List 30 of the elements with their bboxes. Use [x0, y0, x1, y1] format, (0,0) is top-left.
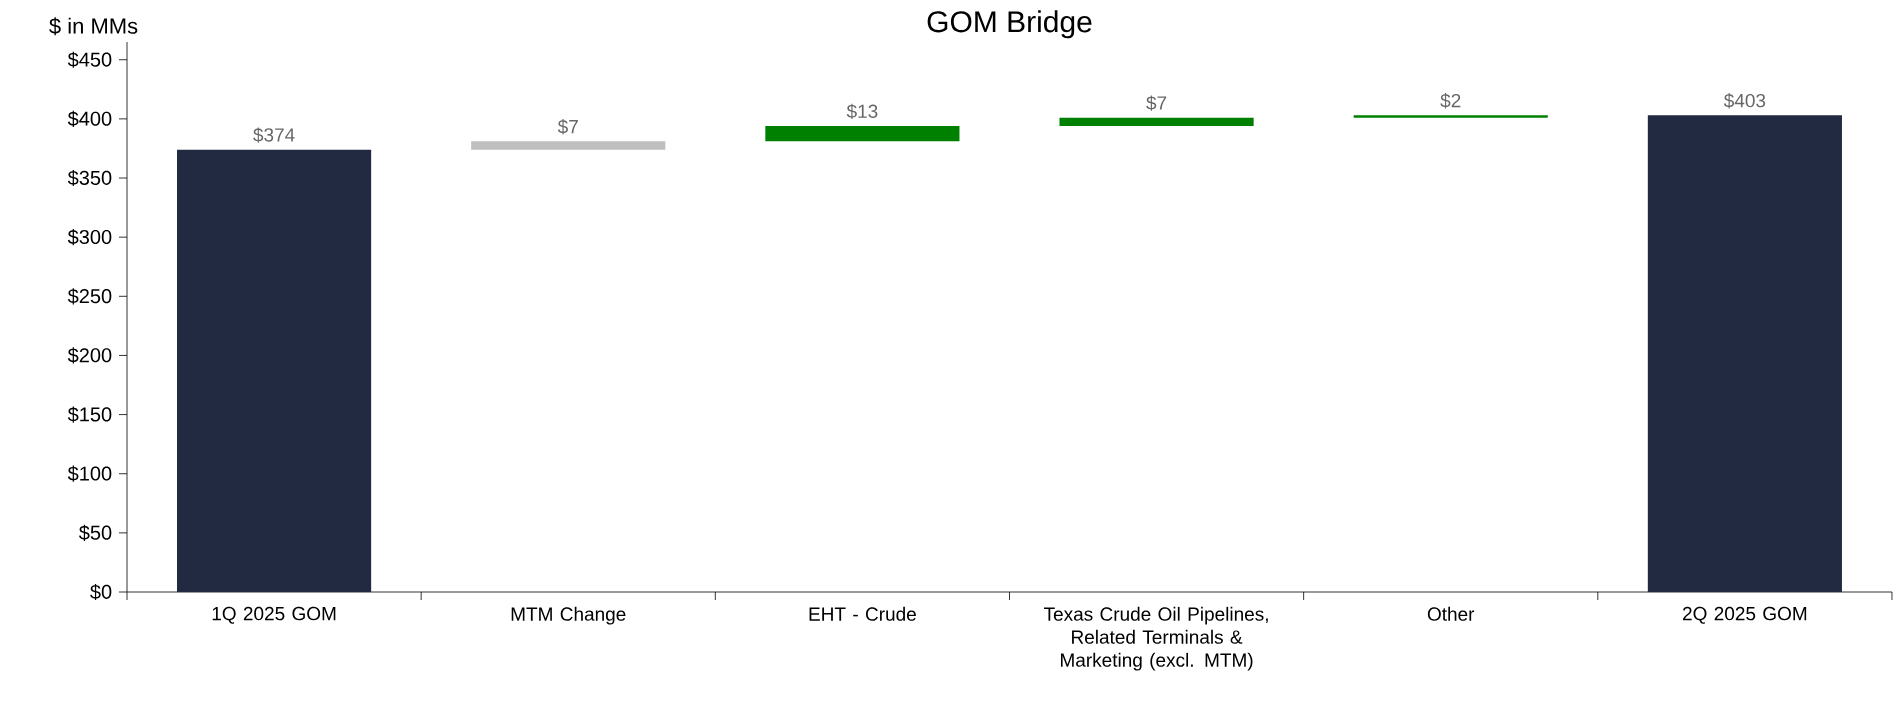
x-tick-label: MTM Change	[511, 606, 626, 625]
x-tick-label: 1Q 2025 GOM	[212, 606, 336, 624]
x-tick-label: 2Q 2025 GOM	[1683, 606, 1807, 624]
data-label: $7	[1146, 95, 1167, 111]
bar	[1647, 115, 1842, 592]
y-tick-label: $150	[67, 406, 112, 423]
data-label: $13	[846, 103, 878, 120]
y-tick-label: $300	[67, 229, 112, 246]
y-axis-title: $ in MMs	[49, 17, 138, 36]
data-label: $374	[253, 127, 295, 143]
y-tick-label: $100	[67, 465, 112, 482]
y-tick-label: $450	[67, 51, 112, 68]
chart-title: GOM Bridge	[927, 10, 1092, 39]
bar	[1059, 117, 1254, 126]
bar	[471, 141, 666, 150]
y-tick-label: $250	[67, 288, 112, 305]
bar	[1353, 115, 1548, 118]
x-tick-label: Other	[1427, 606, 1475, 621]
y-tick-label: $0	[90, 583, 112, 601]
bar	[177, 149, 372, 592]
x-tick-label: Texas Crude Oil Pipelines, Related Terminals & Marketing (excl. MTM)	[1044, 606, 1268, 671]
data-label: $2	[1440, 93, 1461, 109]
x-tick-label: EHT - Crude	[809, 606, 916, 621]
bar	[765, 125, 960, 142]
data-label: $7	[557, 119, 578, 135]
y-tick-label: $200	[67, 347, 112, 364]
y-tick-label: $50	[78, 524, 112, 541]
y-tick-label: $400	[67, 110, 112, 127]
data-label: $403	[1723, 93, 1766, 109]
y-tick-label: $350	[67, 169, 112, 187]
